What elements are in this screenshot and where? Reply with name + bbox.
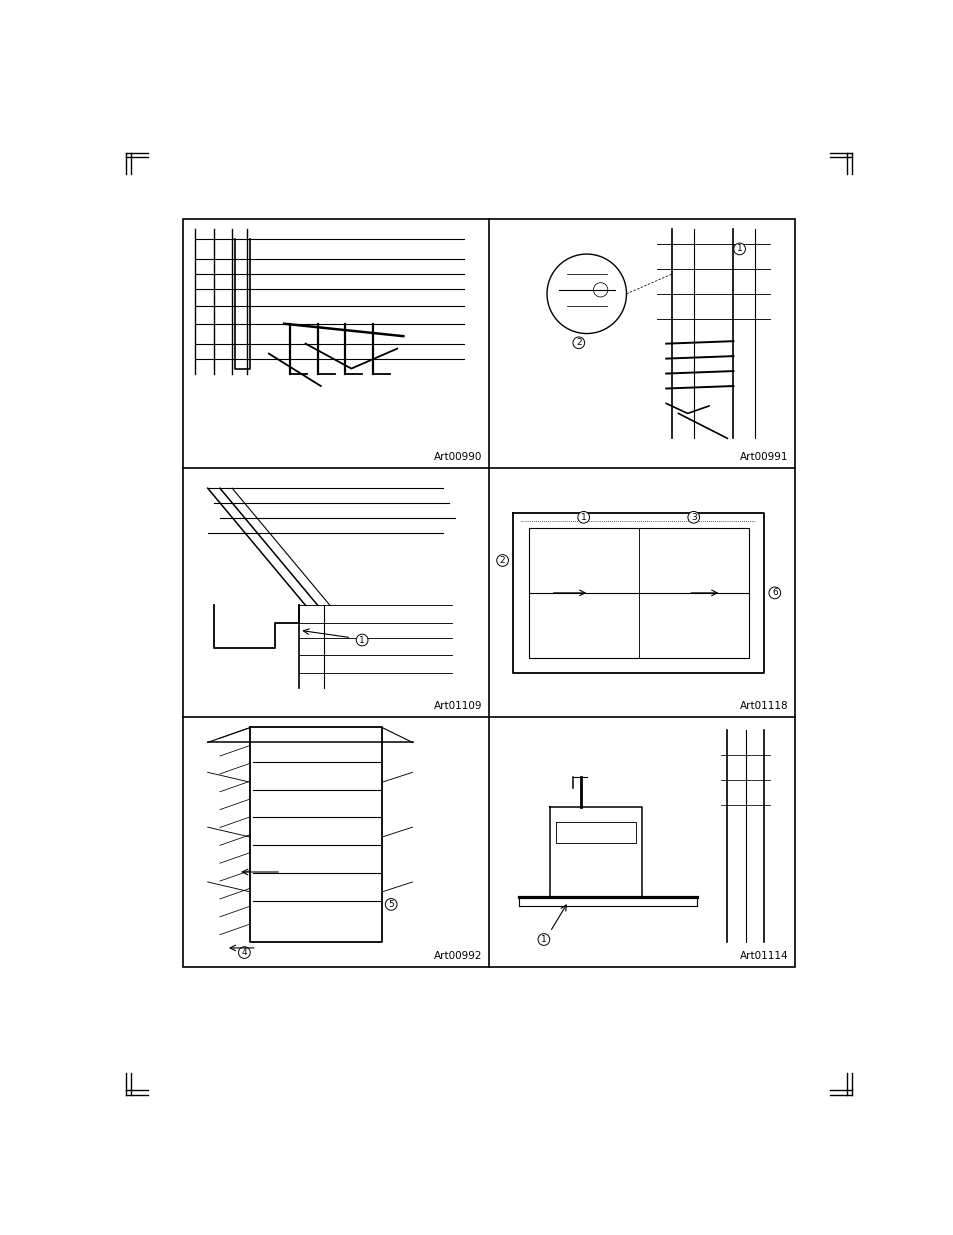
Text: Art01118: Art01118: [740, 701, 787, 711]
Text: 4: 4: [241, 948, 247, 957]
Text: 6: 6: [771, 588, 777, 598]
Text: Art00990: Art00990: [434, 452, 482, 462]
Text: Art01114: Art01114: [740, 951, 787, 961]
Text: 5: 5: [388, 900, 394, 909]
Text: Art01109: Art01109: [434, 701, 482, 711]
Text: 1: 1: [736, 245, 741, 253]
Text: Art00991: Art00991: [740, 452, 787, 462]
Text: 2: 2: [576, 338, 581, 347]
Text: 1: 1: [540, 935, 546, 944]
Text: 1: 1: [359, 636, 365, 645]
Text: 2: 2: [499, 556, 505, 564]
Bar: [183, 219, 794, 967]
Text: 1: 1: [580, 513, 586, 522]
Text: 3: 3: [690, 513, 696, 522]
Text: Art00992: Art00992: [434, 951, 482, 961]
